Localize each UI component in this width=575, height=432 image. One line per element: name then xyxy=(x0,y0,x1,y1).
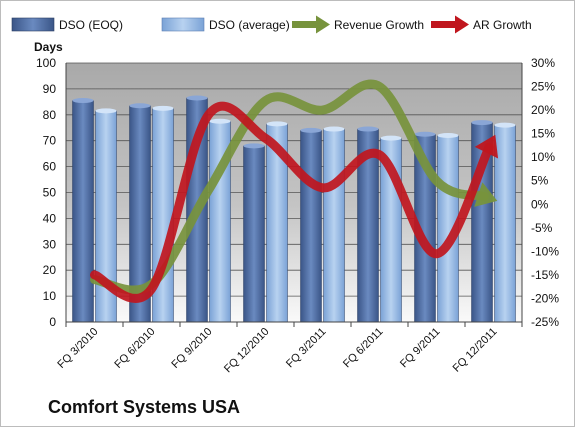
ar-growth-line xyxy=(90,101,494,303)
bar-cap-dso-eoq xyxy=(300,127,322,133)
bar-dso-eoq xyxy=(300,130,322,323)
y-tick-label: 70 xyxy=(43,134,57,148)
y2-tick-label: 15% xyxy=(531,127,555,141)
y2-tick-label: 25% xyxy=(531,80,555,94)
bar-dso-eoq xyxy=(243,145,265,323)
bar-cap-dso-eoq xyxy=(129,103,151,109)
y-tick-label: 100 xyxy=(36,56,56,70)
legend-swatch-dso-eoq- xyxy=(11,17,55,32)
legend-label-dso-eoq-: DSO (EOQ) xyxy=(59,18,123,32)
bar-cap-dso-eoq xyxy=(186,95,208,101)
bar-cap-dso-eoq xyxy=(72,98,94,104)
y-tick-label: 80 xyxy=(43,108,57,122)
bar-cap-dso-eoq xyxy=(471,120,493,126)
legend-label-ar-growth: AR Growth xyxy=(473,18,532,32)
y-tick-label: 30 xyxy=(43,237,57,251)
bar-dso-average xyxy=(494,124,516,323)
y2-tick-label: -25% xyxy=(531,315,559,329)
bar-cap-dso-average xyxy=(437,133,459,139)
legend-label-dso-average-: DSO (average) xyxy=(209,18,290,32)
bar-cap-dso-average xyxy=(152,105,174,111)
y2-tick-label: -5% xyxy=(531,221,553,235)
bar-cap-dso-eoq xyxy=(243,143,265,149)
bar-cap-dso-average xyxy=(494,122,516,128)
bar-cap-dso-average xyxy=(266,121,288,127)
y2-tick-label: 20% xyxy=(531,103,555,117)
y-tick-label: 10 xyxy=(43,289,57,303)
ar-growth-arrowhead xyxy=(474,134,499,159)
y2-tick-label: 5% xyxy=(531,174,549,188)
legend: DSO (EOQ) DSO (average) Revenue Growth AR G… xyxy=(11,15,532,34)
y-tick-label: 40 xyxy=(43,211,57,225)
revenue-growth-arrowhead xyxy=(474,182,498,207)
y-axis-label: Days xyxy=(34,40,63,54)
bar-dso-average xyxy=(323,128,345,323)
y2-tick-label: 10% xyxy=(531,150,555,164)
legend-swatch-dso-average- xyxy=(161,17,205,32)
y2-tick-label: -15% xyxy=(531,268,559,282)
y2-tick-label: 30% xyxy=(531,56,555,70)
legend-label-revenue-growth: Revenue Growth xyxy=(334,18,424,32)
growth-lines xyxy=(90,79,499,303)
legend-arrowhead-revenue-growth xyxy=(316,15,330,34)
y-tick-label: 50 xyxy=(43,186,57,200)
chart-title: Comfort Systems USA xyxy=(48,397,240,417)
y-tick-label: 0 xyxy=(49,315,56,329)
y-tick-label: 60 xyxy=(43,160,57,174)
y2-tick-label: 0% xyxy=(531,197,549,211)
y2-tick-label: -20% xyxy=(531,291,559,305)
y-tick-label: 20 xyxy=(43,263,57,277)
legend-arrowhead-ar-growth xyxy=(455,15,469,34)
bar-cap-dso-average xyxy=(95,108,117,114)
bar-cap-dso-average xyxy=(209,118,231,124)
bar-cap-dso-eoq xyxy=(414,131,436,137)
bar-cap-dso-average xyxy=(380,135,402,141)
bar-cap-dso-average xyxy=(323,126,345,132)
bar-cap-dso-eoq xyxy=(357,126,379,132)
y2-tick-label: -10% xyxy=(531,244,559,258)
bar-dso-eoq xyxy=(72,100,94,323)
y-tick-label: 90 xyxy=(43,82,57,96)
